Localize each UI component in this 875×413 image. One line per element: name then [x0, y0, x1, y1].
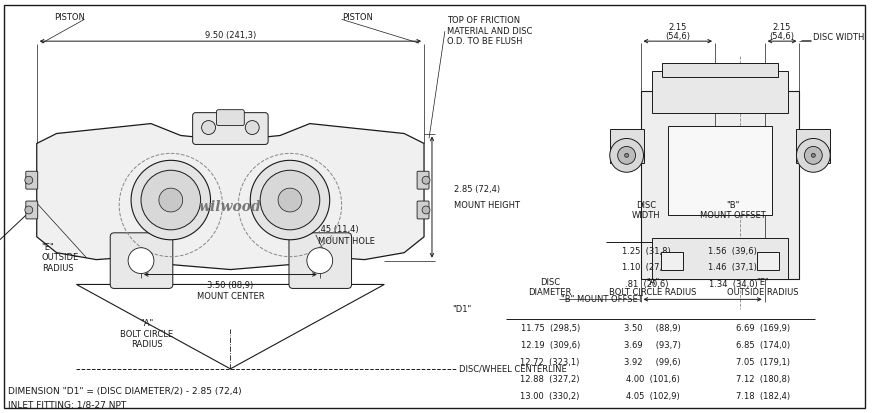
Text: 7.18  (182,4): 7.18 (182,4): [736, 392, 790, 401]
Circle shape: [625, 153, 628, 157]
Text: PISTON: PISTON: [343, 13, 374, 22]
Text: "B" MOUNT OFFSET: "B" MOUNT OFFSET: [561, 295, 643, 304]
Text: 11.75  (298,5): 11.75 (298,5): [521, 324, 580, 333]
Bar: [662, 63, 778, 77]
Text: "D1": "D1": [452, 305, 471, 314]
Text: 6.85  (174,0): 6.85 (174,0): [736, 341, 790, 350]
Text: 13.00  (330,2): 13.00 (330,2): [521, 392, 580, 401]
Text: 3.92     (99,6): 3.92 (99,6): [624, 358, 681, 367]
Text: 4.00  (101,6): 4.00 (101,6): [626, 375, 679, 384]
Text: 6.69  (169,9): 6.69 (169,9): [736, 324, 790, 333]
Circle shape: [24, 176, 32, 184]
Circle shape: [201, 121, 215, 135]
PathPatch shape: [37, 123, 424, 270]
Text: PISTON: PISTON: [54, 13, 86, 22]
Text: DISC
DIAMETER: DISC DIAMETER: [528, 278, 572, 297]
Circle shape: [422, 206, 430, 214]
Text: 1.10  (27,9): 1.10 (27,9): [622, 263, 671, 273]
FancyBboxPatch shape: [417, 201, 429, 219]
FancyBboxPatch shape: [289, 233, 352, 288]
Circle shape: [250, 160, 330, 240]
Text: "B"
MOUNT OFFSET: "B" MOUNT OFFSET: [700, 200, 766, 220]
Circle shape: [796, 138, 830, 172]
Text: 9.50 (241,3): 9.50 (241,3): [205, 31, 256, 40]
Circle shape: [128, 248, 154, 273]
Circle shape: [811, 153, 816, 157]
Text: DISC/WHEEL CENTERLINE: DISC/WHEEL CENTERLINE: [458, 364, 566, 373]
Text: "A"
BOLT CIRCLE RADIUS: "A" BOLT CIRCLE RADIUS: [609, 278, 697, 297]
Text: MOUNT HOLE: MOUNT HOLE: [318, 237, 374, 246]
FancyBboxPatch shape: [26, 201, 38, 219]
Circle shape: [245, 121, 259, 135]
Text: 2.85 (72,4): 2.85 (72,4): [454, 185, 500, 194]
Bar: [653, 71, 788, 113]
Bar: [640, 91, 800, 280]
Text: 3.69     (93,7): 3.69 (93,7): [624, 341, 681, 350]
Bar: [610, 128, 643, 163]
Bar: [662, 252, 683, 270]
Circle shape: [804, 147, 822, 164]
FancyBboxPatch shape: [417, 171, 429, 189]
Text: 1.25  (31,8): 1.25 (31,8): [622, 247, 671, 256]
Circle shape: [422, 176, 430, 184]
Text: 1.34  (34,0): 1.34 (34,0): [709, 280, 757, 289]
FancyBboxPatch shape: [216, 110, 244, 126]
Bar: [653, 238, 788, 280]
Text: INLET FITTING: 1/8-27 NPT: INLET FITTING: 1/8-27 NPT: [8, 400, 126, 409]
Text: .45 (11,4): .45 (11,4): [318, 225, 359, 234]
FancyBboxPatch shape: [192, 113, 268, 145]
Text: 2.15: 2.15: [773, 23, 791, 32]
Text: TOP OF FRICTION
MATERIAL AND DISC
O.D. TO BE FLUSH: TOP OF FRICTION MATERIAL AND DISC O.D. T…: [447, 17, 532, 46]
Text: DISC
WIDTH: DISC WIDTH: [632, 200, 661, 220]
Text: (54,6): (54,6): [665, 32, 690, 41]
Text: 3.50     (88,9): 3.50 (88,9): [624, 324, 681, 333]
Text: .81  (20,6): .81 (20,6): [625, 280, 668, 289]
Text: (54,6): (54,6): [769, 32, 794, 41]
Bar: [757, 252, 779, 270]
Text: 12.19  (309,6): 12.19 (309,6): [521, 341, 580, 350]
Text: 1.46  (37,1): 1.46 (37,1): [709, 263, 758, 273]
Circle shape: [24, 206, 32, 214]
Circle shape: [131, 160, 211, 240]
Circle shape: [141, 170, 200, 230]
Text: 2.15: 2.15: [668, 23, 687, 32]
FancyBboxPatch shape: [110, 233, 172, 288]
Text: 7.05  (179,1): 7.05 (179,1): [736, 358, 789, 367]
Circle shape: [307, 248, 332, 273]
Circle shape: [618, 147, 635, 164]
FancyBboxPatch shape: [26, 171, 38, 189]
Text: MOUNT CENTER: MOUNT CENTER: [197, 292, 264, 301]
Text: "E"
OUTSIDE RADIUS: "E" OUTSIDE RADIUS: [727, 278, 798, 297]
Text: 3.50 (88,9): 3.50 (88,9): [207, 281, 254, 290]
Bar: [796, 128, 830, 163]
Circle shape: [260, 170, 319, 230]
Circle shape: [159, 188, 183, 212]
Circle shape: [610, 138, 643, 172]
Text: 12.88  (327,2): 12.88 (327,2): [521, 375, 580, 384]
Circle shape: [278, 188, 302, 212]
Text: 12.72  (323,1): 12.72 (323,1): [521, 358, 580, 367]
Text: 1.56  (39,6): 1.56 (39,6): [709, 247, 758, 256]
Text: DIMENSION "D1" = (DISC DIAMETER/2) - 2.85 (72,4): DIMENSION "D1" = (DISC DIAMETER/2) - 2.8…: [8, 387, 242, 396]
Bar: [668, 126, 772, 215]
Text: wilwood: wilwood: [199, 200, 262, 214]
Text: 7.12  (180,8): 7.12 (180,8): [736, 375, 790, 384]
Text: MOUNT HEIGHT: MOUNT HEIGHT: [454, 200, 520, 209]
Text: "E"
OUTSIDE
RADIUS: "E" OUTSIDE RADIUS: [42, 243, 79, 273]
Text: DISC WIDTH: DISC WIDTH: [814, 33, 864, 42]
Text: "A"
BOLT CIRCLE
RADIUS: "A" BOLT CIRCLE RADIUS: [121, 319, 173, 349]
Text: 4.05  (102,9): 4.05 (102,9): [626, 392, 679, 401]
